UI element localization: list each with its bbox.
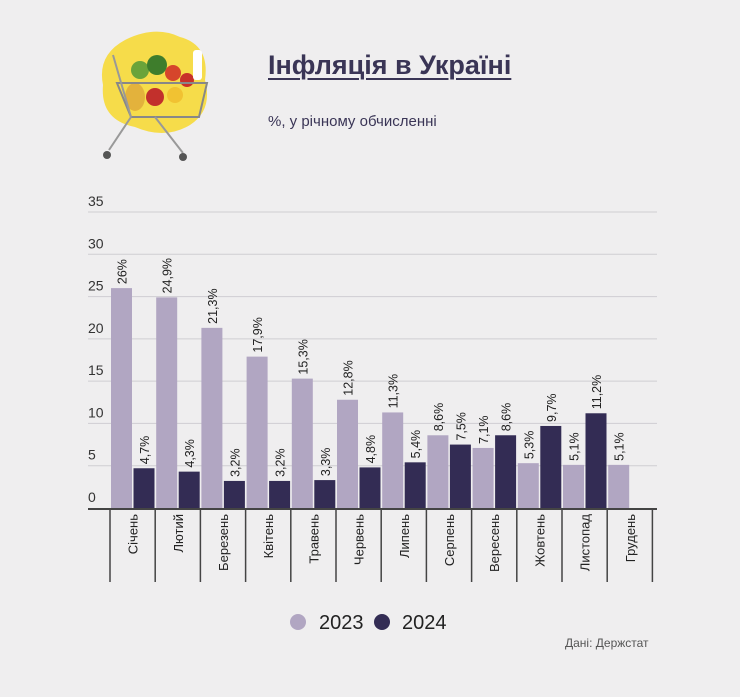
data-label: 26% (116, 259, 130, 284)
bar-2024[interactable] (314, 480, 336, 508)
x-tick-label: Липень (397, 514, 412, 558)
x-tick-label: Січень (126, 514, 141, 554)
bar-2024[interactable] (404, 462, 426, 508)
data-label: 3,2% (228, 448, 242, 477)
y-tick-label: 10 (88, 404, 104, 420)
bar-2023[interactable] (156, 297, 178, 508)
bar-2024[interactable] (359, 467, 381, 508)
data-label: 5,3% (522, 431, 536, 460)
data-label: 9,7% (545, 393, 559, 422)
source-note: Дані: Держстат (565, 636, 649, 650)
data-label: 17,9% (251, 317, 265, 352)
legend: 2023 2024 (290, 612, 447, 634)
y-tick-label: 35 (88, 193, 104, 209)
bar-2023[interactable] (291, 378, 313, 508)
data-label: 7,1% (477, 415, 491, 444)
bar-2024[interactable] (133, 468, 155, 508)
bar-2023[interactable] (382, 412, 404, 508)
data-label: 5,4% (409, 430, 423, 459)
bar-2024[interactable] (585, 413, 607, 508)
bar-2023[interactable] (563, 464, 584, 508)
y-tick-label: 25 (88, 278, 104, 294)
x-tick-label: Листопад (578, 514, 593, 572)
data-label: 7,5% (454, 412, 468, 441)
bar-2024[interactable] (540, 425, 562, 508)
y-tick-label: 20 (88, 320, 104, 336)
legend-label-2023[interactable]: 2023 (319, 612, 364, 634)
y-tick-label: 0 (88, 489, 96, 505)
bar-2023[interactable] (246, 356, 268, 508)
chart-subtitle: %, у річному обчисленні (268, 113, 437, 130)
bar-2024[interactable] (269, 480, 291, 508)
x-tick-label: Вересень (487, 514, 502, 572)
shopping-cart-with-groceries-icon (101, 31, 209, 161)
data-label: 11,2% (590, 375, 604, 410)
data-label: 12,8% (342, 360, 356, 395)
x-tick-label: Червень (352, 514, 367, 565)
data-label: 8,6% (432, 403, 446, 432)
x-tick-label: Травень (306, 514, 321, 564)
bar-2024[interactable] (223, 480, 245, 508)
bar-2023[interactable] (472, 447, 494, 508)
legend-label-2024[interactable]: 2024 (402, 612, 447, 634)
data-label: 15,3% (296, 339, 310, 374)
bar-2023[interactable] (111, 288, 132, 508)
x-tick-label: Жовтень (532, 514, 547, 567)
bar-2024[interactable] (178, 471, 200, 508)
bar-2024[interactable] (495, 435, 517, 508)
bar-2023[interactable] (517, 463, 539, 508)
data-label: 4,8% (364, 435, 378, 464)
y-tick-label: 5 (88, 447, 96, 463)
data-label: 3,3% (319, 448, 333, 477)
data-label: 4,3% (183, 439, 197, 468)
data-label: 24,9% (161, 258, 175, 293)
bar-2023[interactable] (608, 464, 630, 508)
data-label: 21,3% (206, 288, 220, 323)
bar-2023[interactable] (337, 399, 358, 508)
bar-2024[interactable] (449, 444, 471, 508)
data-label: 5,1% (613, 432, 627, 461)
x-tick-label: Лютий (171, 514, 186, 552)
legend-marker-2024 (374, 614, 390, 630)
y-tick-label: 15 (88, 362, 104, 378)
chart-title: Інфляція в Україні (268, 50, 512, 80)
data-label: 4,7% (138, 436, 152, 465)
x-tick-label: Квітень (261, 514, 276, 559)
x-tick-label: Серпень (442, 514, 457, 566)
bar-2023[interactable] (427, 435, 449, 508)
data-label: 3,2% (274, 448, 288, 477)
x-tick-label: Грудень (623, 514, 638, 562)
y-tick-label: 30 (88, 235, 104, 251)
data-label: 5,1% (568, 432, 582, 461)
x-tick-label: Березень (216, 514, 231, 571)
legend-marker-2023 (290, 614, 306, 630)
bar-2023[interactable] (201, 327, 223, 508)
data-label: 11,3% (387, 374, 401, 409)
data-label: 8,6% (500, 403, 514, 432)
